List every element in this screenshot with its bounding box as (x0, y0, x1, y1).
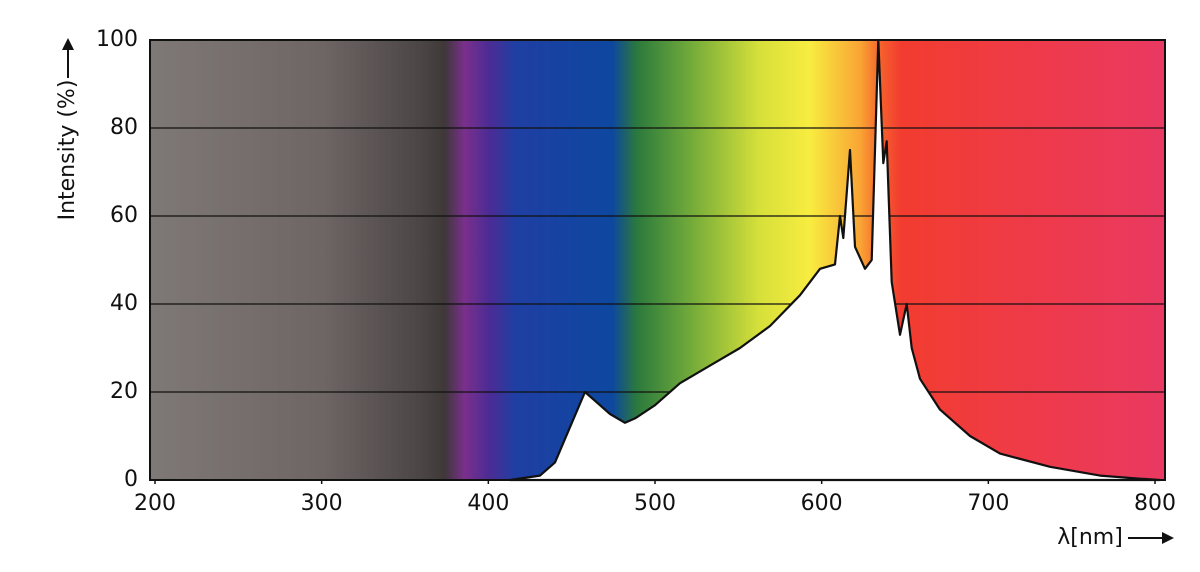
y-tick-label: 0 (124, 467, 138, 492)
y-tick-label: 100 (96, 27, 138, 52)
y-tick-label: 20 (110, 379, 138, 404)
x-axis-arrowhead (1162, 532, 1174, 544)
y-axis-arrowhead (62, 38, 74, 50)
x-tick-label: 200 (134, 491, 176, 516)
y-tick-label: 40 (110, 291, 138, 316)
spectrum-area (508, 38, 1162, 482)
x-axis-label: λ[nm] (1057, 525, 1123, 550)
x-tick-label: 600 (801, 491, 843, 516)
x-tick-label: 700 (967, 491, 1009, 516)
x-tick-label: 400 (467, 491, 509, 516)
plot-frame (149, 39, 1166, 481)
y-tick-label: 60 (110, 203, 138, 228)
x-tick-label: 800 (1134, 491, 1176, 516)
y-axis-label: Intensity (%) (55, 80, 80, 221)
y-tick-label: 80 (110, 115, 138, 140)
x-tick-label: 300 (301, 491, 343, 516)
x-tick-label: 500 (634, 491, 676, 516)
